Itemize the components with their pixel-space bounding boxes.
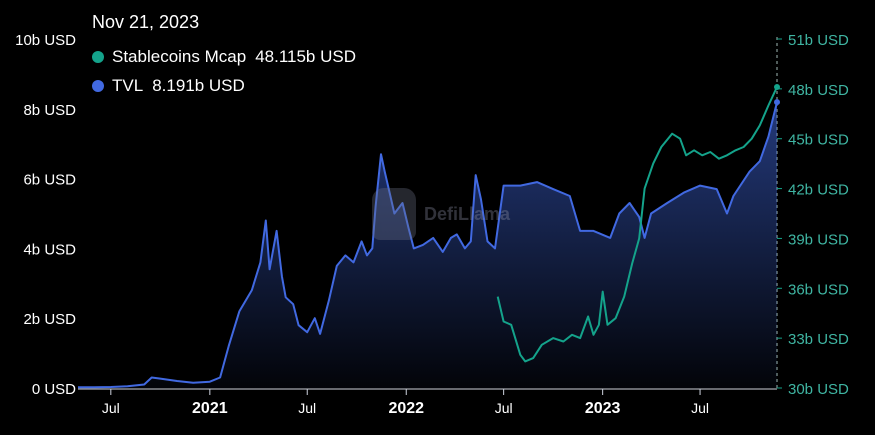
- y-left-tick-label: 8b USD: [23, 102, 76, 119]
- y-left-tick-label: 6b USD: [23, 172, 76, 189]
- x-axis: Jul 2021 Jul 2022 Jul 2023 Jul: [78, 388, 777, 417]
- y-axis-left: 0 USD 2b USD 4b USD 6b USD 8b USD 10b USD: [15, 32, 76, 398]
- legend-label: TVL: [112, 75, 144, 95]
- y-left-tick-label: 10b USD: [15, 32, 76, 49]
- watermark-text: DefiLlama: [424, 203, 511, 224]
- x-tick-label: 2022: [388, 400, 424, 417]
- tooltip-date: Nov 21, 2023: [92, 12, 200, 32]
- llama-logo-icon: [372, 188, 416, 240]
- legend-label: Stablecoins Mcap: [112, 46, 247, 66]
- y-right-tick-label: 48b USD: [788, 82, 849, 99]
- y-axis-right: 30b USD 33b USD 36b USD 39b USD 42b USD 45b U…: [776, 32, 849, 398]
- legend-item-tvl[interactable]: TVL 8.191b USD: [92, 71, 356, 100]
- legend-value: 48.115b USD: [255, 46, 356, 66]
- stablecoins-dot-icon: [92, 50, 104, 63]
- y-right-tick-label: 30b USD: [788, 381, 849, 398]
- legend-value: 8.191b USD: [152, 75, 245, 95]
- plot-area: [78, 83, 780, 389]
- tvl-dot-icon: [92, 79, 104, 92]
- tvl-area: [78, 102, 777, 388]
- y-right-tick-label: 36b USD: [788, 281, 849, 298]
- y-right-tick-label: 45b USD: [788, 132, 849, 149]
- x-tick-label: Jul: [495, 400, 513, 416]
- tvl-line: [78, 101, 778, 389]
- legend: Stablecoins Mcap 48.115b USD TVL 8.191b …: [92, 42, 356, 100]
- x-tick-label: Jul: [691, 400, 709, 416]
- y-left-tick-label: 2b USD: [23, 311, 76, 328]
- y-right-tick-label: 39b USD: [788, 231, 849, 248]
- x-tick-label: 2021: [192, 400, 228, 417]
- x-tick-label: Jul: [102, 400, 120, 416]
- x-tick-label: Jul: [298, 400, 316, 416]
- stablecoins-line: [496, 86, 778, 363]
- series-end-point: [774, 83, 780, 90]
- series-end-point: [774, 99, 780, 106]
- x-tick-label: 2023: [585, 400, 621, 417]
- watermark: DefiLlama: [372, 188, 510, 240]
- y-left-tick-label: 0 USD: [32, 381, 76, 398]
- y-right-tick-label: 51b USD: [788, 32, 849, 49]
- y-right-tick-label: 33b USD: [788, 331, 849, 348]
- legend-item-stablecoins[interactable]: Stablecoins Mcap 48.115b USD: [92, 42, 356, 71]
- y-right-tick-label: 42b USD: [788, 182, 849, 199]
- y-left-tick-label: 4b USD: [23, 241, 76, 258]
